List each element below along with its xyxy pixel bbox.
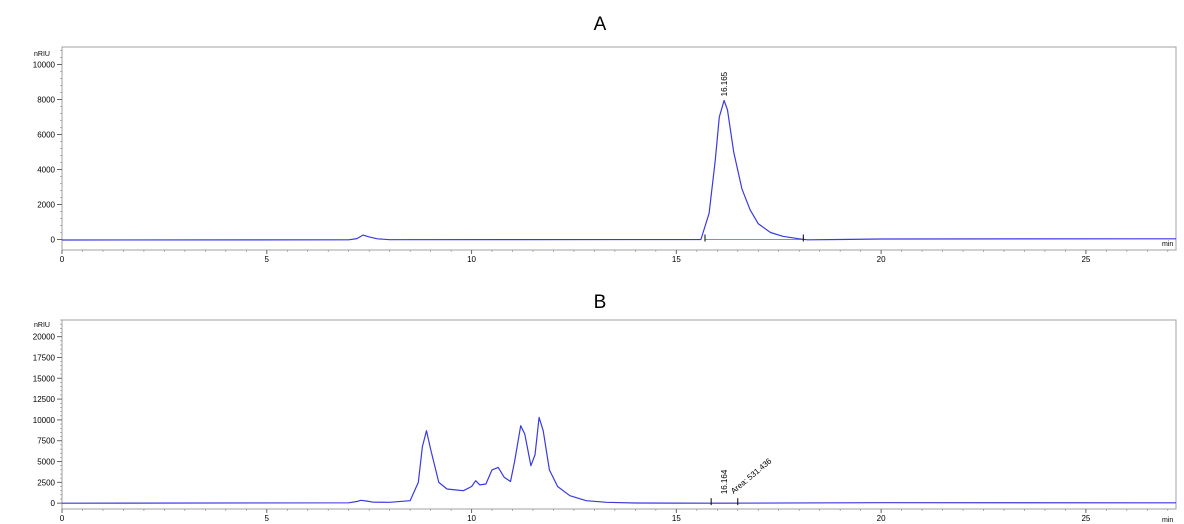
x-tick-label: 0 <box>60 255 65 264</box>
y-axis-unit-b: nRIU <box>34 322 50 329</box>
x-tick-label: 15 <box>672 255 681 264</box>
y-tick-label: 7500 <box>37 437 55 446</box>
marks-a: 16.165 <box>61 71 1177 242</box>
y-tick-label: 0 <box>51 499 56 508</box>
y-tick-label: 10000 <box>33 61 56 70</box>
y-tick-label: 6000 <box>37 131 55 140</box>
minor-ticks-a <box>60 50 1169 252</box>
chromatogram-panel-a: A nRIU min 0 5 10 15 20 25 0 2000 4000 6000 8000 1… <box>33 14 1177 264</box>
x-axis-unit-b: min <box>1162 517 1173 524</box>
marks-b: 16.164 Area: 531.436 <box>61 416 1177 506</box>
x-tick-label: 20 <box>877 255 886 264</box>
x-axis-a: 0 5 10 15 20 25 <box>60 250 1091 264</box>
y-tick-label: 2500 <box>37 478 55 487</box>
x-tick-label: 0 <box>60 514 65 523</box>
y-tick-label: 2000 <box>37 201 55 210</box>
plot-frame-b <box>61 319 1177 510</box>
peak-label: Area: 531.436 <box>729 456 774 496</box>
y-tick-label: 20000 <box>33 333 56 342</box>
y-axis-a: 0 2000 4000 6000 8000 10000 <box>33 61 62 245</box>
peak-label: 16.164 <box>720 469 729 494</box>
y-tick-label: 0 <box>51 236 56 245</box>
x-tick-label: 25 <box>1081 255 1090 264</box>
x-tick-label: 5 <box>265 255 270 264</box>
minor-ticks-b <box>60 319 1169 511</box>
peak-label: 16.165 <box>720 71 729 96</box>
x-tick-label: 10 <box>467 514 476 523</box>
panel-title-b: B <box>594 292 607 313</box>
x-axis-unit-a: min <box>1162 241 1173 248</box>
x-axis-b: 0 5 10 15 20 25 <box>60 509 1091 523</box>
x-tick-label: 15 <box>672 514 681 523</box>
x-tick-label: 25 <box>1081 514 1090 523</box>
x-tick-label: 20 <box>877 514 886 523</box>
y-tick-label: 17500 <box>33 353 56 362</box>
y-tick-label: 15000 <box>33 374 56 383</box>
y-tick-label: 12500 <box>33 395 56 404</box>
x-tick-label: 10 <box>467 255 476 264</box>
y-axis-unit-a: nRIU <box>34 51 50 58</box>
plot-frame-a <box>61 46 1177 251</box>
y-tick-label: 5000 <box>37 458 55 467</box>
x-tick-label: 5 <box>265 514 270 523</box>
y-axis-b: 0 2500 5000 7500 10000 12500 15000 17500 20000 <box>33 333 62 508</box>
panel-title-a: A <box>594 14 607 35</box>
y-tick-label: 10000 <box>33 416 56 425</box>
signal-trace <box>61 99 1177 241</box>
y-tick-label: 4000 <box>37 166 55 175</box>
signal-trace <box>61 416 1177 504</box>
chromatogram-panel-b: B nRIU min 0 5 10 15 20 25 0 2500 5000 7500 10000… <box>33 292 1177 524</box>
y-tick-label: 8000 <box>37 96 55 105</box>
